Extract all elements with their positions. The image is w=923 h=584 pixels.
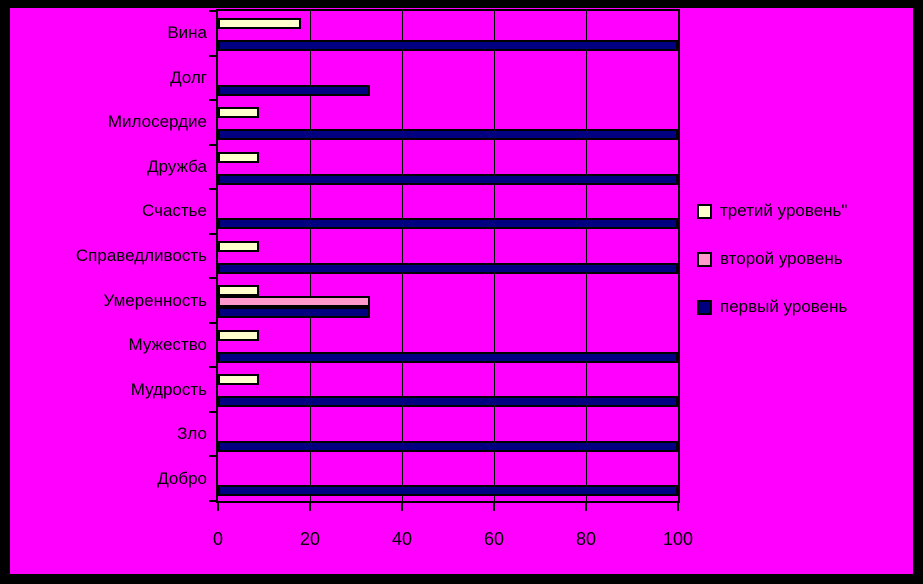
bar (218, 84, 370, 96)
bar (218, 262, 678, 274)
x-tick (585, 503, 587, 511)
y-tick (209, 232, 216, 235)
y-tick (209, 321, 216, 324)
legend-item: третий уровень" (697, 200, 847, 222)
gridline (402, 11, 403, 501)
category-label: Мудрость (130, 379, 207, 399)
legend-label: третий уровень" (720, 201, 848, 220)
x-tick-label: 80 (575, 529, 597, 549)
category-row (218, 145, 678, 190)
category-row (218, 367, 678, 412)
y-tick (209, 99, 216, 102)
x-axis-ticks (217, 503, 679, 511)
x-tick (401, 503, 403, 511)
y-tick (209, 10, 216, 12)
category-row (218, 189, 678, 234)
x-axis-labels: 0 20 40 60 80 100 (213, 529, 693, 551)
x-tick-label: 100 (662, 529, 694, 549)
x-tick (309, 503, 311, 511)
bar (218, 396, 678, 408)
bar (218, 285, 260, 297)
category-label: Вина (167, 23, 207, 43)
bar (218, 440, 678, 452)
bar (218, 296, 370, 308)
bar (218, 374, 260, 386)
bar (218, 173, 678, 185)
legend-label: первый уровень (720, 297, 848, 316)
bar (218, 485, 678, 497)
plot-area (216, 9, 680, 503)
category-row (218, 234, 678, 279)
y-tick (209, 143, 216, 146)
category-label: Мужество (128, 335, 207, 355)
category-label: Дружба (147, 156, 207, 176)
category-row (218, 278, 678, 323)
category-label: Справедливость (75, 246, 207, 265)
x-tick-label: 60 (483, 529, 505, 549)
x-tick (217, 503, 219, 511)
y-axis-category-labels: Вина Долг Милосердие Дружба Счастье Справедли… (10, 11, 207, 501)
y-tick (209, 366, 216, 369)
legend-swatch-second-level (697, 251, 712, 267)
category-row (218, 323, 678, 368)
legend-item: первый уровень (697, 296, 847, 318)
y-tick (209, 410, 216, 413)
y-tick (209, 188, 216, 191)
x-tick-label: 0 (212, 529, 224, 549)
category-label: Долг (170, 67, 207, 87)
bar (218, 40, 678, 51)
x-tick-label: 20 (299, 529, 321, 549)
category-row (218, 56, 678, 101)
bar (218, 107, 260, 119)
legend-label: второй уровень (720, 249, 843, 268)
gridline (494, 11, 495, 501)
category-label: Умеренность (103, 290, 207, 310)
bar (218, 151, 260, 163)
bar (218, 129, 678, 141)
bar (218, 240, 260, 252)
category-label: Добро (157, 468, 207, 488)
y-tick (209, 455, 216, 458)
gridline (586, 11, 587, 501)
category-label: Зло (177, 424, 207, 444)
bar (218, 307, 370, 319)
bar (218, 18, 301, 29)
bar (218, 218, 678, 230)
bar (218, 351, 678, 363)
y-axis-ticks (209, 10, 216, 502)
y-tick (209, 500, 216, 502)
legend: третий уровень" второй уровень первый ур… (697, 200, 847, 344)
legend-swatch-third-level (697, 203, 712, 219)
category-row (218, 100, 678, 145)
category-label: Счастье (142, 201, 207, 221)
legend-swatch-first-level (697, 299, 712, 315)
category-row (218, 11, 678, 56)
x-tick (493, 503, 495, 511)
x-tick (677, 503, 679, 511)
bar (218, 329, 260, 341)
category-label: Милосердие (107, 112, 207, 132)
x-tick-label: 40 (391, 529, 413, 549)
gridline (310, 11, 311, 501)
category-row (218, 412, 678, 457)
legend-item: второй уровень (697, 248, 847, 270)
y-tick (209, 54, 216, 57)
category-row (218, 456, 678, 501)
y-tick (209, 277, 216, 280)
